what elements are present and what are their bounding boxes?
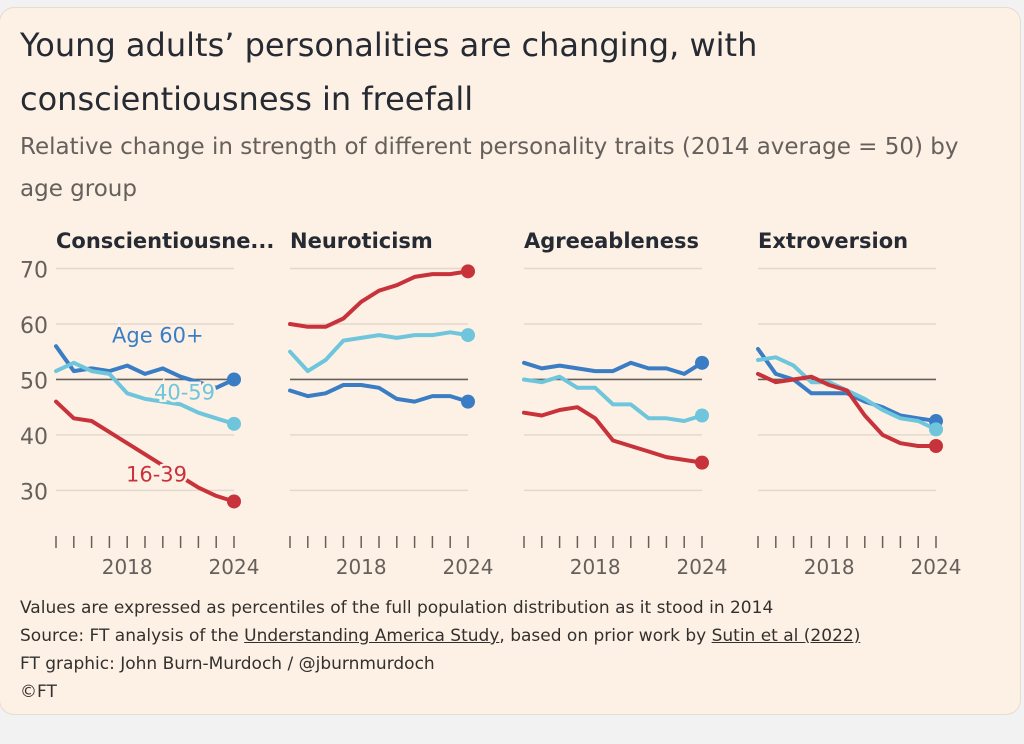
x-tick-label-conscientiousne-2024: 2024: [209, 555, 260, 579]
panel-title-extroversion: Extroversion: [758, 229, 908, 253]
small-multiples-chart: 30 40 50 60 70 Conscientiousne... 2018 2024 Age …: [20, 229, 962, 579]
footnote: Values are expressed as percentiles of t…: [20, 598, 774, 618]
series-line-agreeableness-age-60: [522, 360, 704, 376]
series-endpoint-neuroticism-40-59: [461, 328, 475, 343]
series-endpoint-neuroticism-age-60: [461, 394, 475, 409]
x-tick-label-neuroticism-2024: 2024: [443, 555, 494, 579]
series-endpoint-extroversion-40-59: [929, 422, 943, 437]
source-prefix: Source: FT analysis of the: [20, 626, 245, 646]
series-line-neuroticism-40-59: [288, 330, 470, 374]
x-tick-label-neuroticism-2018: 2018: [336, 555, 387, 579]
series-endpoint-agreeableness-40-59: [695, 408, 709, 423]
chart-footer: Values are expressed as percentiles of t…: [20, 594, 1000, 706]
series-line-agreeableness-16-39: [522, 405, 704, 465]
chart-title: Young adults’ personalities are changing…: [20, 26, 758, 118]
series-endpoint-conscientiousne-16-39: [227, 494, 241, 509]
series-label-16-39: 16-39: [126, 462, 187, 486]
series-label-age-60: Age 60+: [112, 323, 204, 347]
series-label-40-59: 40-59: [154, 381, 215, 405]
series-line-neuroticism-16-39: [288, 269, 470, 329]
series-endpoint-neuroticism-16-39: [461, 264, 475, 279]
x-tick-label-extroversion-2018: 2018: [804, 555, 855, 579]
series-endpoint-agreeableness-16-39: [695, 455, 709, 470]
series-line-conscientiousne-40-59: [54, 360, 236, 426]
panel-title-agreeableness: Agreeableness: [524, 229, 699, 253]
y-tick-label-50: 50: [20, 369, 48, 394]
y-tick-label-70: 70: [20, 259, 48, 284]
series-line-agreeableness-40-59: [522, 374, 704, 423]
y-tick-label-60: 60: [20, 314, 48, 339]
series-endpoint-agreeableness-age-60: [695, 355, 709, 370]
chart-subtitle: Relative change in strength of different…: [20, 134, 959, 202]
series-line-extroversion-16-39: [756, 371, 938, 448]
source-middle: , based on prior work by: [499, 626, 712, 646]
series-endpoint-conscientiousne-age-60: [227, 372, 241, 387]
source-link-understanding-america-study[interactable]: Understanding America Study: [244, 626, 500, 646]
graphic-credit: FT graphic: John Burn-Murdoch / @jburnmu…: [20, 654, 435, 674]
series-endpoint-extroversion-16-39: [929, 439, 943, 453]
x-tick-label-agreeableness-2018: 2018: [570, 555, 621, 579]
panel-title-neuroticism: Neuroticism: [290, 229, 433, 253]
x-tick-label-agreeableness-2024: 2024: [677, 555, 728, 579]
chart-card: Young adults’ personalities are changing…: [0, 8, 1020, 714]
x-tick-label-conscientiousne-2018: 2018: [102, 555, 153, 579]
panel-title-conscientiousne: Conscientiousne...: [56, 229, 274, 253]
series-line-conscientiousne-16-39: [54, 399, 236, 504]
x-tick-label-extroversion-2024: 2024: [911, 555, 962, 579]
y-tick-label-40: 40: [20, 425, 48, 450]
copyright: ©FT: [20, 682, 57, 702]
series-line-neuroticism-age-60: [288, 383, 470, 404]
series-endpoint-conscientiousne-40-59: [227, 416, 241, 431]
source-line: Source: FT analysis of the Understanding…: [20, 622, 1000, 650]
source-link-sutin-et-al[interactable]: Sutin et al (2022): [711, 626, 861, 646]
y-tick-label-30: 30: [20, 480, 48, 505]
